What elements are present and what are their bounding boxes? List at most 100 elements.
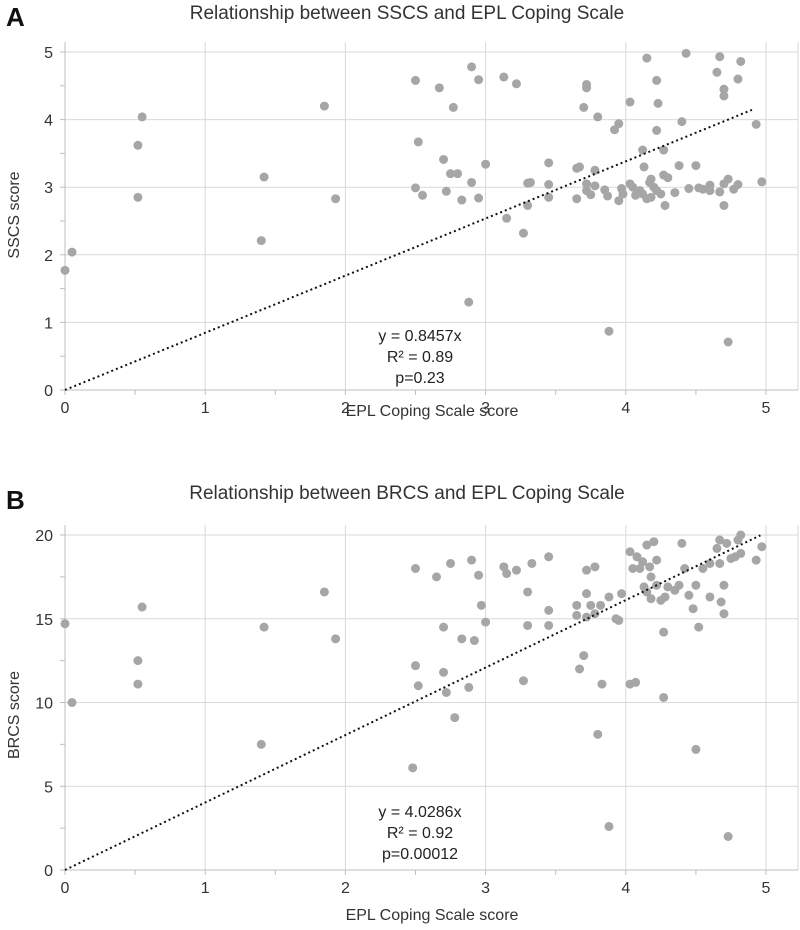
panel-a-data-point-52 bbox=[614, 196, 624, 206]
panel-b-x-tick-label-3: 3 bbox=[481, 880, 490, 897]
panel-a-data-point-41 bbox=[582, 83, 592, 93]
panel-b-data-point-33 bbox=[544, 552, 554, 562]
panel-a-data-point-99 bbox=[733, 74, 743, 84]
panel-b-data-point-4 bbox=[137, 602, 147, 612]
panel-b-data-point-18 bbox=[450, 713, 460, 723]
panel-a-grid bbox=[65, 42, 799, 390]
panel-b-data-point-40 bbox=[582, 565, 592, 575]
panel-b-data-point-47 bbox=[596, 600, 606, 610]
panel-b-data-point-41 bbox=[582, 589, 592, 599]
panel-a-data-point-7 bbox=[319, 101, 329, 111]
panel-b-data-point-5 bbox=[256, 739, 266, 749]
panel-a-data-point-71 bbox=[653, 98, 663, 108]
panel-b-x-tick-label-2: 2 bbox=[341, 880, 350, 897]
panel-a-axes bbox=[60, 42, 798, 395]
panel-a-data-point-101 bbox=[736, 56, 746, 66]
panel-b-data-point-6 bbox=[259, 622, 269, 632]
panel-b-trendline-group bbox=[64, 534, 761, 871]
panel-a-data-point-83 bbox=[684, 184, 694, 194]
panel-a-data-point-2 bbox=[133, 140, 143, 150]
panel-b-data-point-28 bbox=[511, 565, 521, 575]
panel-b-equation: y = 4.0286x bbox=[378, 804, 461, 821]
panel-b-data-point-63 bbox=[642, 587, 652, 597]
panel-a-x-tick-label-1: 1 bbox=[201, 400, 210, 417]
panel-a-data-point-4 bbox=[137, 112, 147, 122]
panel-b-p-value: p=0.00012 bbox=[382, 846, 458, 863]
panel-a-data-point-91 bbox=[715, 187, 725, 197]
panel-a-data-point-13 bbox=[434, 83, 444, 93]
panel-a-y-tick-label-0: 0 bbox=[44, 383, 53, 400]
panel-a-data-point-74 bbox=[656, 189, 666, 199]
panel-a-data-point-45 bbox=[590, 165, 600, 175]
panel-a-data-point-72 bbox=[652, 125, 662, 135]
panel-a-data-point-97 bbox=[723, 174, 733, 184]
panel-a-data-point-75 bbox=[659, 145, 669, 155]
panel-a-data-point-22 bbox=[467, 62, 477, 72]
panel-b-tick-labels: 0 1 2 3 4 5 0 5 10 15 20 bbox=[35, 528, 770, 897]
panel-a-x-tick-label-3: 3 bbox=[481, 400, 490, 417]
panel-a-data-point-27 bbox=[502, 213, 512, 223]
panel-b-data-point-31 bbox=[523, 620, 533, 630]
panel-a-data-point-61 bbox=[638, 145, 648, 155]
panel-b-data-point-48 bbox=[597, 679, 607, 689]
panel-b-data-point-8 bbox=[331, 634, 341, 644]
panel-b-grid bbox=[65, 525, 799, 870]
panel-a-data-point-42 bbox=[582, 179, 592, 189]
panel-a-data-point-50 bbox=[604, 326, 614, 336]
panel-b-data-point-22 bbox=[469, 636, 479, 646]
panel-a-data-point-18 bbox=[453, 169, 463, 179]
panel-a-data-point-21 bbox=[467, 177, 477, 187]
panel-b-data-point-66 bbox=[646, 594, 656, 604]
panel-a-data-point-0 bbox=[60, 265, 70, 275]
panel-b-data-point-49 bbox=[604, 821, 614, 831]
panel-a-data-point-89 bbox=[712, 67, 722, 77]
panel-b-x-tick-label-0: 0 bbox=[61, 880, 70, 897]
panel-a-data-point-34 bbox=[544, 179, 554, 189]
panel-a-data-point-28 bbox=[511, 79, 521, 89]
panel-a-data-point-23 bbox=[474, 193, 484, 203]
panel-a-p-value: p=0.23 bbox=[395, 370, 444, 387]
panel-b-data-point-86 bbox=[705, 558, 715, 568]
panel-b-data-point-84 bbox=[698, 564, 708, 573]
panel-b-y-tick-label-0: 0 bbox=[44, 863, 53, 880]
panel-b-y-tick-label-2: 10 bbox=[35, 696, 53, 713]
panel-b-data-point-62 bbox=[642, 540, 652, 550]
panel-a-data-point-49 bbox=[603, 191, 613, 201]
panel-b-data-point-60 bbox=[638, 557, 648, 567]
panel-a-data-point-53 bbox=[614, 119, 624, 129]
panel-b-data-point-21 bbox=[467, 555, 477, 565]
panel-b-data-point-13 bbox=[432, 572, 442, 582]
panel-a-data-point-6 bbox=[259, 172, 269, 182]
panel-b-data-point-10 bbox=[411, 564, 420, 573]
panel-a-data-point-17 bbox=[448, 102, 458, 112]
panel-a-x-axis-label: EPL Coping Scale score bbox=[346, 403, 519, 420]
panel-b-data-point-101 bbox=[757, 542, 767, 552]
panel-b-data-point-50 bbox=[604, 592, 614, 602]
panel-a-data-point-93 bbox=[719, 91, 729, 101]
panel-b-data-point-20 bbox=[464, 682, 474, 692]
panel-b-data-point-83 bbox=[694, 622, 704, 632]
panel-a-data-point-38 bbox=[575, 162, 585, 172]
panel-b-data-point-72 bbox=[659, 692, 669, 702]
panel-a-data-point-16 bbox=[446, 169, 456, 179]
panel-b-data-point-0 bbox=[60, 619, 70, 629]
panel-b-data-point-93 bbox=[722, 538, 732, 548]
panel-a-data-point-1 bbox=[67, 247, 77, 257]
panel-b-data-point-39 bbox=[579, 651, 589, 661]
panel-a-data-point-47 bbox=[593, 112, 603, 122]
panel-b-y-tick-label-1: 5 bbox=[44, 779, 53, 796]
panel-b-data-point-38 bbox=[575, 664, 585, 674]
panel-b-data-point-80 bbox=[688, 604, 698, 614]
panel-b-data-point-94 bbox=[723, 832, 733, 841]
panel-b-title: Relationship between BRCS and EPL Coping… bbox=[189, 483, 625, 504]
panel-a-data-point-82 bbox=[681, 48, 691, 58]
panel-b-x-tick-label-4: 4 bbox=[621, 880, 630, 897]
panel-a-data-point-5 bbox=[256, 236, 266, 246]
panel-a-x-tick-label-5: 5 bbox=[762, 400, 771, 417]
panel-b-data-point-12 bbox=[413, 681, 423, 691]
panel-b-data-point-54 bbox=[625, 547, 635, 557]
panel-b-data-point-79 bbox=[684, 590, 694, 600]
panel-b-data-point-35 bbox=[544, 620, 554, 630]
panel-b-data-point-92 bbox=[719, 580, 729, 590]
